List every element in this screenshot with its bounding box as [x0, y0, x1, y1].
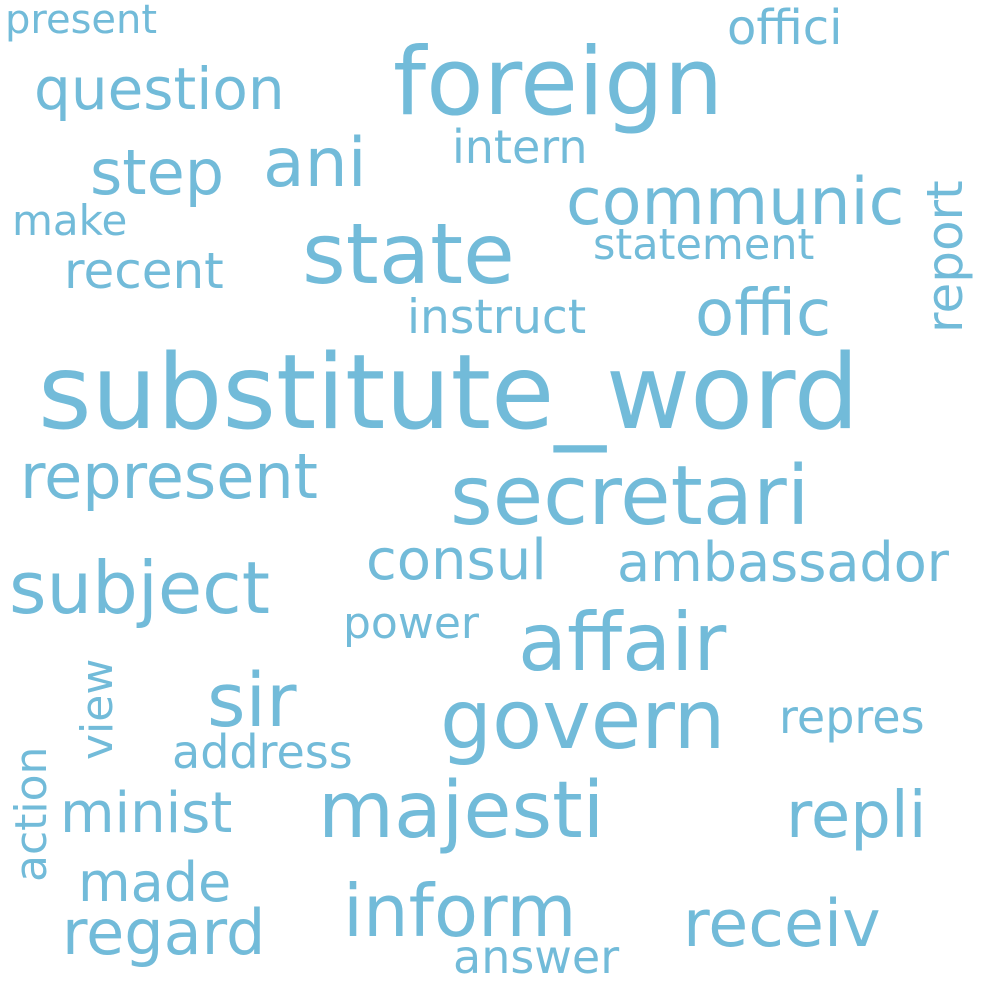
word-secretari: secretari	[450, 449, 810, 544]
word-present: present	[5, 0, 158, 43]
word-made: made	[78, 851, 232, 914]
word-minist: minist	[60, 781, 233, 846]
word-question: question	[34, 55, 285, 123]
word-subject: subject	[9, 546, 270, 630]
word-answer: answer	[453, 930, 620, 984]
word-repres: repres	[779, 690, 925, 744]
word-statement: statement	[593, 220, 815, 270]
word-step: step	[90, 136, 225, 209]
word-offic: offic	[695, 277, 832, 351]
word-foreign: foreign	[393, 28, 724, 137]
word-sir: sir	[207, 658, 297, 744]
word-ambassador: ambassador	[617, 531, 949, 594]
word-state: state	[302, 205, 515, 303]
word-govern: govern	[440, 673, 726, 768]
word-view: view	[72, 658, 123, 760]
word-address: address	[172, 725, 353, 779]
word-intern: intern	[452, 120, 588, 174]
word-substitute-word: substitute_word	[38, 333, 860, 453]
word-make: make	[12, 196, 128, 245]
word-consul: consul	[366, 528, 547, 593]
word-action: action	[6, 746, 57, 882]
word-represent: represent	[20, 440, 318, 513]
word-affair: affair	[518, 596, 727, 689]
word-ani: ani	[263, 124, 367, 203]
word-offici: offici	[727, 0, 843, 56]
word-receiv: receiv	[683, 887, 881, 962]
word-communic: communic	[566, 165, 905, 240]
word-inform: inform	[343, 869, 577, 953]
word-repli: repli	[786, 779, 927, 853]
word-majesti: majesti	[318, 766, 605, 856]
word-report: report	[916, 180, 974, 333]
word-power: power	[343, 598, 479, 649]
word-instruct: instruct	[407, 290, 587, 345]
word-recent: recent	[64, 242, 224, 300]
word-regard: regard	[62, 896, 266, 969]
